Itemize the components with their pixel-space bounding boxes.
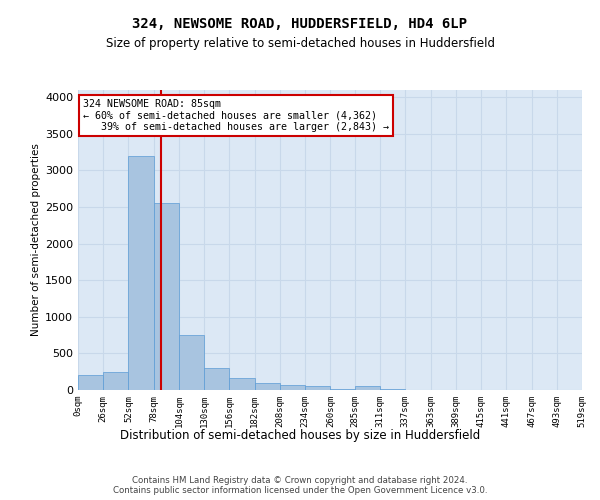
Text: 324 NEWSOME ROAD: 85sqm
← 60% of semi-detached houses are smaller (4,362)
   39%: 324 NEWSOME ROAD: 85sqm ← 60% of semi-de… — [83, 99, 389, 132]
Y-axis label: Number of semi-detached properties: Number of semi-detached properties — [31, 144, 41, 336]
Bar — [229, 378, 255, 390]
Bar — [355, 386, 380, 390]
Text: Contains HM Land Registry data © Crown copyright and database right 2024.
Contai: Contains HM Land Registry data © Crown c… — [113, 476, 487, 495]
Bar — [255, 382, 280, 390]
Text: Distribution of semi-detached houses by size in Huddersfield: Distribution of semi-detached houses by … — [120, 428, 480, 442]
Bar — [103, 372, 128, 390]
Bar — [305, 386, 331, 390]
Bar — [179, 335, 204, 390]
Bar — [78, 376, 103, 390]
Bar — [154, 204, 179, 390]
Bar — [128, 156, 154, 390]
Bar — [204, 368, 229, 390]
Bar — [280, 385, 305, 390]
Text: Size of property relative to semi-detached houses in Huddersfield: Size of property relative to semi-detach… — [106, 38, 494, 51]
Text: 324, NEWSOME ROAD, HUDDERSFIELD, HD4 6LP: 324, NEWSOME ROAD, HUDDERSFIELD, HD4 6LP — [133, 18, 467, 32]
Bar — [331, 388, 355, 390]
